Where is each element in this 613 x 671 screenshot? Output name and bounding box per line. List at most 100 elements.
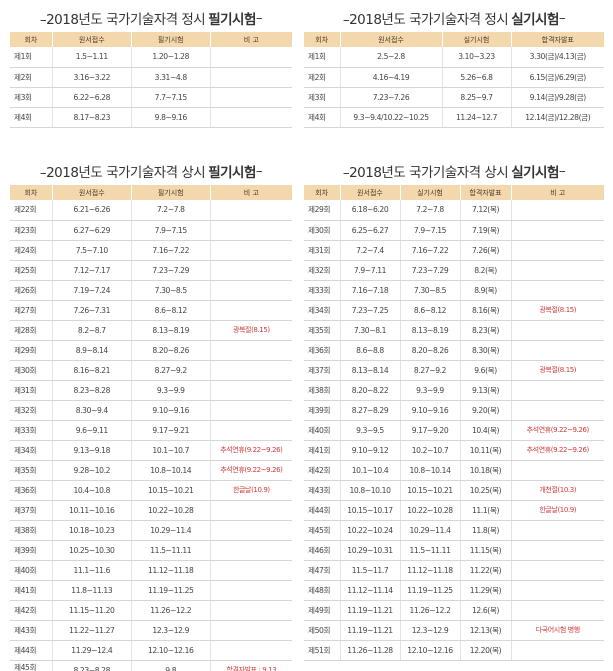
note-cell bbox=[210, 47, 292, 68]
note-cell bbox=[511, 240, 604, 261]
round-cell: 제3회 bbox=[10, 87, 53, 108]
table-row: 제43회 11.22~11.27 12.3~12.9 bbox=[10, 620, 292, 641]
date-cell: 8.23~8.28 bbox=[52, 660, 132, 671]
date-cell: 3.31~4.8 bbox=[131, 67, 211, 88]
round-cell: 제46회 bbox=[304, 540, 341, 561]
date-cell: 9.14(금)/9.28(금) bbox=[511, 87, 604, 108]
regular-written-exam-block: –2018년도 국가기술자격 정시 필기시험 – 회차 원서접수 필기시험 비 고… bbox=[10, 4, 292, 128]
note-cell bbox=[210, 600, 292, 621]
round-cell: 제40회 bbox=[304, 420, 341, 441]
round-cell: 제29회 bbox=[304, 200, 341, 221]
note-cell bbox=[511, 320, 604, 341]
date-cell: 12.10~12.16 bbox=[131, 640, 211, 661]
table-row: 제27회 7.26~7.31 8.6~8.12 bbox=[10, 300, 292, 321]
date-cell: 9.20(목) bbox=[460, 400, 512, 421]
date-cell: 9.3~9.9 bbox=[131, 380, 211, 401]
table-row: 제41회 9.10~9.12 10.2~10.7 10.11(목) 추석연휴(9.22~… bbox=[304, 440, 604, 461]
table-row: 제47회 11.5~11.7 11.12~11.18 11.22(목) bbox=[304, 560, 604, 581]
note-cell bbox=[210, 280, 292, 301]
table-header: 회차 원서접수 실기시험 합격자발표 bbox=[304, 32, 604, 47]
date-cell: 6.15(금)/6.29(금) bbox=[511, 67, 604, 88]
table-row: 제46회 10.29~10.31 11.5~11.11 11.15(목) bbox=[304, 540, 604, 561]
col-header: 실기시험 bbox=[400, 185, 461, 200]
date-cell: 7.30~8.1 bbox=[340, 320, 401, 341]
note-cell bbox=[511, 380, 604, 401]
table-row: 제39회 8.27~8.29 9.10~9.16 9.20(목) bbox=[304, 400, 604, 421]
round-cell: 제35회 bbox=[304, 320, 341, 341]
date-cell: 7.2~7.4 bbox=[340, 240, 401, 261]
note-cell bbox=[210, 400, 292, 421]
round-cell: 제38회 bbox=[10, 520, 53, 541]
date-cell: 6.27~6.29 bbox=[52, 220, 132, 241]
col-header: 회차 bbox=[10, 185, 53, 200]
note-cell: 한글날(10.9) bbox=[511, 500, 604, 521]
table-row: 제32회 7.9~7.11 7.23~7.29 8.2(목) bbox=[304, 260, 604, 281]
date-cell: 8.27~9.2 bbox=[400, 360, 461, 381]
table-row: 제22회 6.21~6.26 7.2~7.8 bbox=[10, 200, 292, 221]
date-cell: 7.16~7.22 bbox=[400, 240, 461, 261]
regular-practical-exam-block: –2018년도 국가기술자격 정시 실기시험 – 회차 원서접수 실기시험 합격자… bbox=[304, 4, 604, 128]
date-cell: 7.2~7.8 bbox=[131, 200, 211, 221]
date-cell: 9.10~9.16 bbox=[400, 400, 461, 421]
note-cell bbox=[210, 300, 292, 321]
date-cell: 11.22~11.27 bbox=[52, 620, 132, 641]
date-cell: 10.11(목) bbox=[460, 440, 512, 461]
date-cell: 11.24~12.7 bbox=[442, 107, 512, 128]
date-cell: 11.22(목) bbox=[460, 560, 512, 581]
table-row: 제29회 8.9~8.14 8.20~8.26 bbox=[10, 340, 292, 361]
date-cell: 11.12~11.18 bbox=[131, 560, 211, 581]
date-cell: 12.13(목) bbox=[460, 620, 512, 641]
date-cell: 7.16~7.22 bbox=[131, 240, 211, 261]
table-row: 제41회 11.8~11.13 11.19~11.25 bbox=[10, 580, 292, 601]
date-cell: 7.19~7.24 bbox=[52, 280, 132, 301]
date-cell: 8.16~8.21 bbox=[52, 360, 132, 381]
date-cell: 11.8~11.13 bbox=[52, 580, 132, 601]
round-cell: 제1회 bbox=[10, 47, 53, 68]
date-cell: 8.16(목) bbox=[460, 300, 512, 321]
round-cell: 제34회 bbox=[10, 440, 53, 461]
round-cell: 제31회 bbox=[10, 380, 53, 401]
note-cell bbox=[210, 560, 292, 581]
date-cell: 10.22~10.24 bbox=[340, 520, 401, 541]
note-cell bbox=[511, 560, 604, 581]
date-cell: 10.1~10.4 bbox=[340, 460, 401, 481]
note-cell bbox=[210, 640, 292, 661]
round-cell: 제47회 bbox=[304, 560, 341, 581]
date-cell: 3.10~3.23 bbox=[442, 47, 512, 68]
table-row: 제1회 1.5~1.11 1.20~1.28 bbox=[10, 47, 292, 68]
note-cell bbox=[210, 420, 292, 441]
table-row: 제39회 10.25~10.30 11.5~11.11 bbox=[10, 540, 292, 561]
date-cell: 10.15~10.21 bbox=[400, 480, 461, 501]
table-row: 제40회 11.1~11.6 11.12~11.18 bbox=[10, 560, 292, 581]
date-cell: 6.25~6.27 bbox=[340, 220, 401, 241]
date-cell: 10.4~10.8 bbox=[52, 480, 132, 501]
date-cell: 10.18(목) bbox=[460, 460, 512, 481]
col-header: 합격자발표 bbox=[460, 185, 512, 200]
table-row: 제2회 4.16~4.19 5.26~6.8 6.15(금)/6.29(금) bbox=[304, 67, 604, 88]
round-cell: 제39회 bbox=[304, 400, 341, 421]
round-cell: 제44회 bbox=[304, 500, 341, 521]
date-cell: 8.17~8.23 bbox=[52, 107, 132, 128]
date-cell: 9.3~9.4/10.22~10.25 bbox=[340, 107, 443, 128]
note-cell bbox=[511, 460, 604, 481]
table-row: 제26회 7.19~7.24 7.30~8.5 bbox=[10, 280, 292, 301]
date-cell: 9.13(목) bbox=[460, 380, 512, 401]
date-cell: 9.6~9.11 bbox=[52, 420, 132, 441]
regular-written-table: 회차 원서접수 필기시험 비 고 제1회 1.5~1.11 1.20~1.28 제2회… bbox=[10, 32, 292, 128]
round-cell: 제23회 bbox=[10, 220, 53, 241]
note-cell bbox=[511, 220, 604, 241]
note-cell bbox=[210, 200, 292, 221]
regular-written-title: –2018년도 국가기술자격 정시 필기시험 – bbox=[39, 10, 263, 28]
date-cell: 9.10~9.16 bbox=[131, 400, 211, 421]
date-cell: 7.30~8.5 bbox=[131, 280, 211, 301]
date-cell: 8.27~8.29 bbox=[340, 400, 401, 421]
ondemand-practical-title: –2018년도 국가기술자격 상시 실기시험 – bbox=[342, 163, 566, 181]
table-row: 제3회 7.23~7.26 8.25~9.7 9.14(금)/9.28(금) bbox=[304, 87, 604, 108]
regular-practical-title: –2018년도 국가기술자격 정시 실기시험 – bbox=[342, 10, 566, 28]
round-cell: 제42회 bbox=[304, 460, 341, 481]
table-row: 제44회 11.29~12.4 12.10~12.16 bbox=[10, 640, 292, 661]
date-cell: 11.29~12.4 bbox=[52, 640, 132, 661]
round-cell: 제1회 bbox=[304, 47, 341, 68]
regular-practical-table: 회차 원서접수 실기시험 합격자발표 제1회 2.5~2.8 3.10~3.23 3.… bbox=[304, 32, 604, 128]
col-header: 비 고 bbox=[210, 185, 292, 200]
